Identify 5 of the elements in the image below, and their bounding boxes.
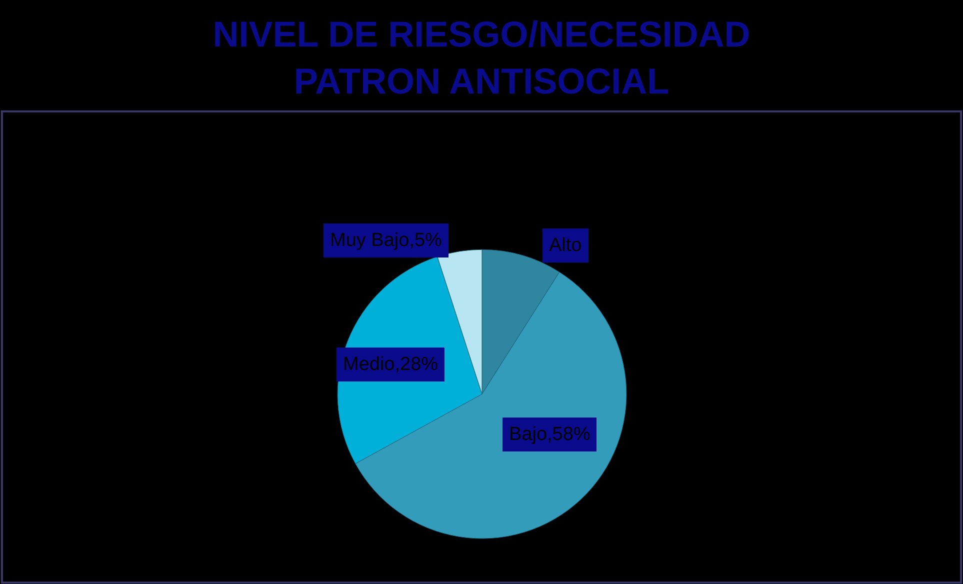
slice-label: Bajo,58%	[509, 424, 590, 445]
slice-label: Alto	[549, 235, 582, 256]
slice-label: Medio,28%	[343, 354, 438, 375]
chart-title: NIVEL DE RIESGO/NECESIDAD PATRON ANTISOCIAL	[212, 14, 750, 102]
slice-label: Muy Bajo,5%	[330, 230, 442, 251]
